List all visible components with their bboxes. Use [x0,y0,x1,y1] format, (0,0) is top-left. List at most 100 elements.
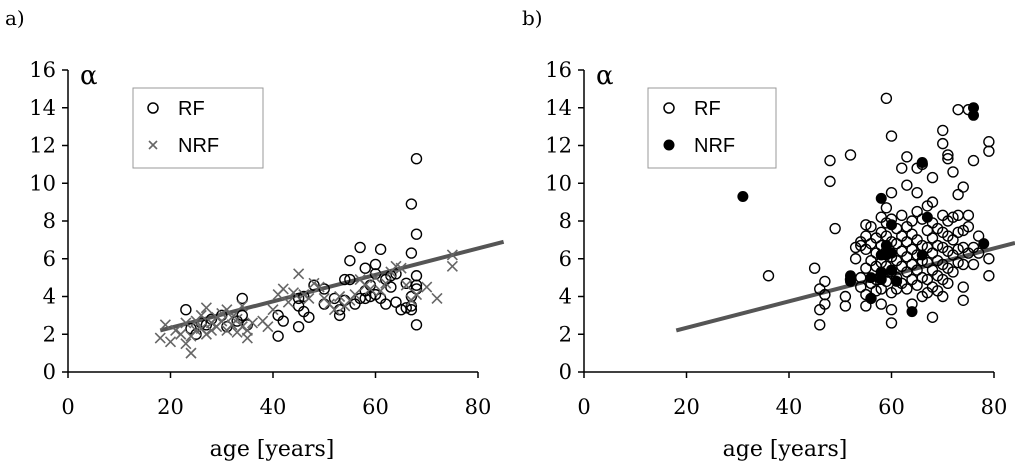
nrf-point [446,260,458,272]
y-tick-label: 0 [43,360,56,384]
rf-point [875,298,887,310]
rf-point [339,273,351,286]
rf-point [926,232,939,244]
nrf-point [968,109,979,121]
rf-point [957,181,969,193]
rf-point [937,124,949,137]
x-tick-label: 0 [577,395,590,419]
rf-point [926,196,939,208]
rf-point [942,149,954,161]
rf-point [972,230,985,242]
rf-point [400,277,412,289]
rf-point [942,153,954,165]
rf-point [972,247,985,259]
y-tick-label: 16 [545,58,572,82]
rf-point [952,103,964,116]
nrf-point [277,283,289,295]
rf-point [967,258,980,271]
rf-point [390,296,402,308]
panel-a: a) 0 2 4 6 8 10 12 14 16 0 20 40 60 80 α RF NRF age [… [5,6,505,462]
rf-point [911,205,923,218]
rf-point [180,304,192,316]
panel-a-legend: RF NRF [132,87,264,169]
rf-point [359,262,371,274]
nrf-point [431,292,443,304]
rf-point [901,179,913,191]
nrf-point [400,279,412,291]
nrf-point [164,336,177,348]
rf-point [962,220,975,233]
rf-point [344,254,356,267]
nrf-point [246,317,259,329]
nrf-point [180,317,192,329]
rf-point [947,211,959,223]
nrf-point [968,102,979,114]
nrf-point [221,304,233,316]
rf-point [849,253,862,265]
rf-point [983,253,995,265]
rf-point [344,273,356,286]
rf-point [865,220,877,233]
rf-point [410,228,423,240]
rf-point [190,328,202,340]
x-tick-label: 40 [260,395,287,419]
rf-point [957,294,969,306]
rf-point [205,313,218,325]
rf-point [885,304,898,316]
panel-b-legend: RF NRF [647,87,777,169]
rf-point [880,202,893,214]
y-tick-label: 2 [559,322,572,346]
rf-point [374,243,387,256]
nrf-point [875,266,887,278]
nrf-point [891,275,903,287]
nrf-point [886,219,897,231]
panel-b-symbol: α [596,61,614,91]
nrf-point [349,289,361,301]
x-tick-label: 80 [981,395,1008,419]
legend-nrf-marker [663,139,675,151]
nrf-point [410,289,423,301]
nrf-point [865,272,877,284]
rf-point [885,186,898,199]
rf-point [962,209,975,222]
rf-point [829,222,841,235]
rf-point [983,145,995,157]
x-tick-label: 20 [673,395,700,419]
panel-a-plot: 0 2 4 6 8 10 12 14 16 0 20 40 60 80 [29,58,505,419]
nrf-point [328,304,341,316]
nrf-point [375,285,387,297]
nrf-point [180,338,192,350]
rf-point [839,300,852,312]
x-tick-label: 0 [61,395,74,419]
rf-point [839,290,852,303]
rf-point [308,279,320,291]
nrf-point [205,324,218,337]
y-tick-label: 4 [43,285,56,309]
rf-point [814,319,826,331]
legend-nrf-marker [148,140,158,150]
rf-point [911,264,923,276]
panel-a-xlabel: age [years] [210,437,335,462]
nrf-point [364,283,376,295]
rf-point [901,283,913,295]
nrf-point [395,262,407,274]
rf-point [400,302,412,314]
rf-point [880,92,893,105]
nrf-point [185,347,197,359]
x-tick-label: 60 [878,395,905,419]
rf-point [911,186,923,199]
nrf-point [380,277,392,289]
y-tick-label: 6 [559,247,572,271]
nrf-point [241,324,253,337]
y-tick-label: 12 [545,134,572,158]
rf-point [819,288,831,301]
rf-point [885,130,898,142]
nrf-point [845,275,856,287]
y-tick-label: 8 [559,209,572,233]
nrf-point [916,249,928,261]
panel-a-label: a) [5,6,25,30]
y-tick-label: 12 [29,134,56,158]
rf-point [896,162,908,174]
rf-point [926,247,939,259]
